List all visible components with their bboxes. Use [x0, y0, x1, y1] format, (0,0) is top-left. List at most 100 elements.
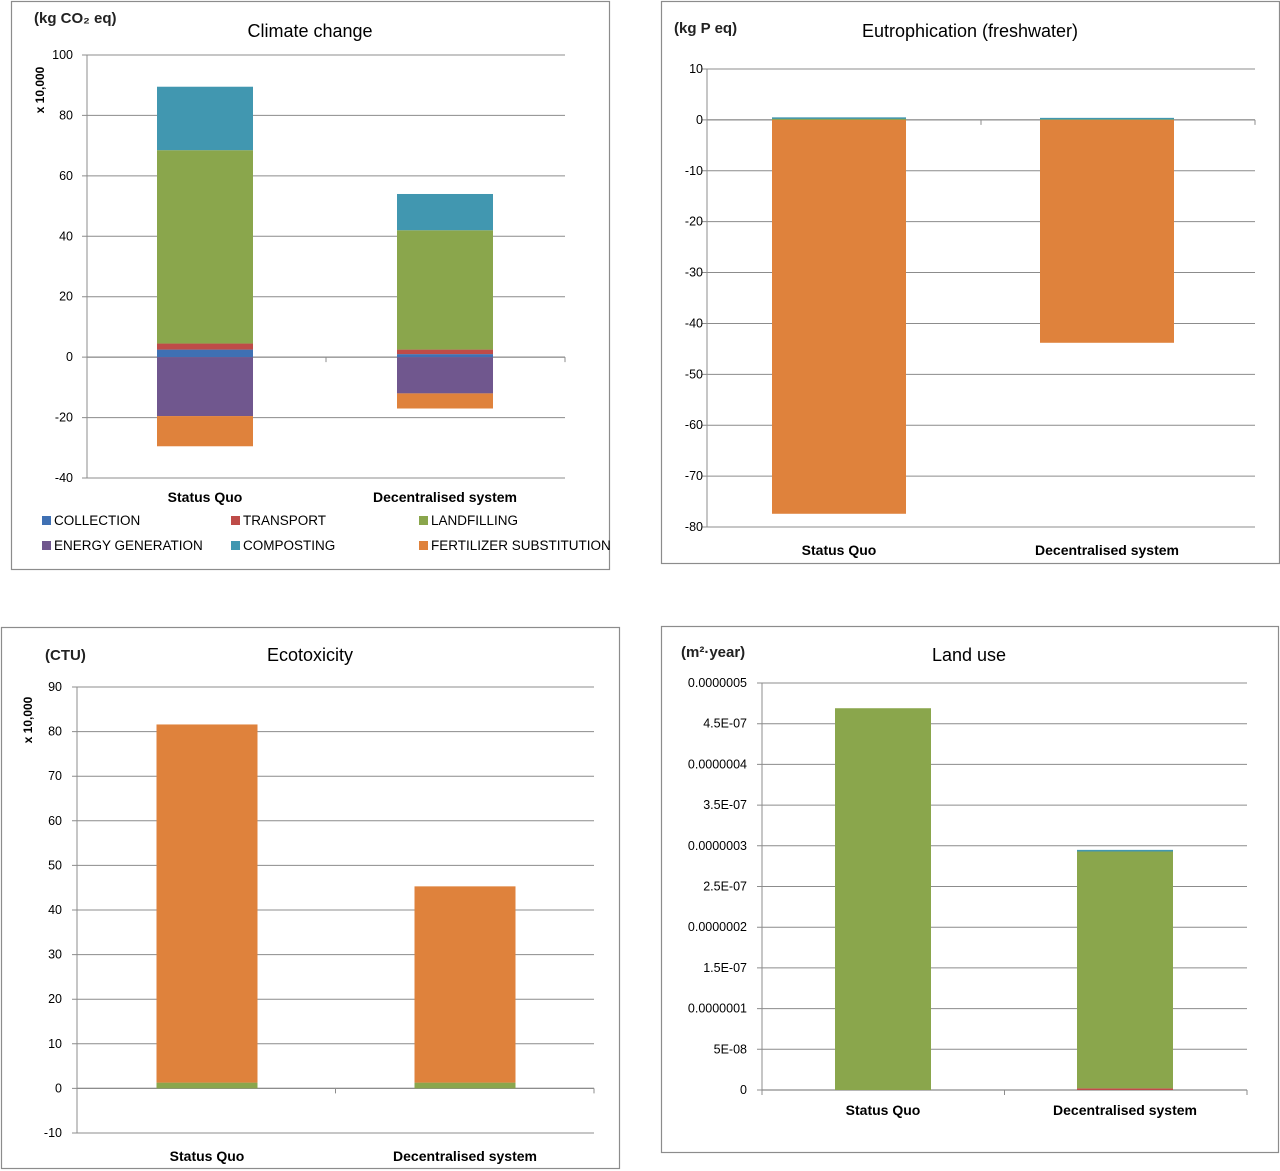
legend-swatch-fertilizer-substitution — [419, 541, 428, 550]
legend-label: COLLECTION — [54, 513, 140, 528]
x-category-label: Status Quo — [802, 542, 877, 558]
unit-label: (kg CO₂ eq) — [34, 10, 117, 27]
y-tick-label: 60 — [48, 814, 62, 828]
y-tick-label: 80 — [59, 108, 73, 122]
y-tick-label: 0 — [740, 1083, 747, 1097]
bar-segment-fertilizer-substitution-decentralised-system — [1040, 119, 1174, 343]
y-tick-label: 5E-08 — [714, 1042, 747, 1056]
y-tick-label: 0.0000004 — [688, 757, 747, 771]
legend-label: ENERGY GENERATION — [54, 538, 203, 553]
y-tick-label: 100 — [52, 48, 73, 62]
chart-panel — [660, 0, 1280, 565]
bar-segment-composting-decentralised-system — [397, 193, 493, 231]
y-tick-label: 40 — [59, 229, 73, 243]
chart-climate-change: 100 80 60 40 20 0 -20 -40 Status Quo Decentralise… — [10, 0, 611, 571]
bar-segment-transport-decentralised-system — [1077, 1088, 1173, 1090]
legend-swatch-collection — [42, 516, 51, 525]
y-tick-label: 40 — [48, 903, 62, 917]
legend-swatch-composting — [231, 541, 240, 550]
y-tick-label: -30 — [685, 266, 703, 280]
y-tick-label: 80 — [48, 725, 62, 739]
x-category-label: Decentralised system — [1035, 542, 1179, 558]
y-tick-label: -20 — [55, 411, 73, 425]
legend-label: LANDFILLING — [431, 513, 518, 528]
y-tick-label: 0 — [66, 350, 73, 364]
y-tick-label: 30 — [48, 948, 62, 962]
y-tick-label: -50 — [685, 367, 703, 381]
legend-swatch-landfilling — [419, 516, 428, 525]
x-category-label: Decentralised system — [1053, 1102, 1197, 1118]
bar-segment-landfilling-status-quo — [157, 150, 253, 344]
chart-ecotoxicity: 90 80 70 60 50 40 30 20 10 0 -10 Status Quo Decentra… — [0, 626, 621, 1170]
bar-segment-composting-status-quo — [157, 86, 253, 151]
x-category-label: Status Quo — [170, 1148, 245, 1164]
unit-label: (kg P eq) — [674, 20, 737, 37]
y-tick-label: -20 — [685, 215, 703, 229]
bar-segment-fertilizer-substitution-status-quo — [156, 724, 258, 1083]
chart-title: Land use — [932, 645, 1006, 665]
y-tick-label: 90 — [48, 680, 62, 694]
legend-swatch-energy-generation — [42, 541, 51, 550]
chart-panel — [10, 0, 611, 571]
bar-segment-collection-decentralised-system — [397, 354, 493, 358]
bar-segment-fertilizer-substitution-decentralised-system — [397, 393, 493, 409]
bar-segment-transport-status-quo — [157, 343, 253, 350]
chart-panel — [0, 626, 621, 1170]
bar-segment-landfilling-decentralised-system — [1077, 851, 1173, 1089]
x-category-label: Status Quo — [168, 489, 243, 505]
unit-label: (CTU) — [45, 647, 86, 664]
chart-eutrophication-freshwater-: 10 0 -10 -20 -30 -40 -50 -60 -70 -80 Status Quo Dec… — [660, 0, 1280, 565]
y-tick-label: 0.0000002 — [688, 920, 747, 934]
chart-title: Climate change — [247, 21, 372, 41]
bar-segment-collection-status-quo — [157, 349, 253, 358]
bar-segment-landfilling-status-quo — [772, 118, 906, 120]
bar-segment-fertilizer-substitution-decentralised-system — [414, 886, 516, 1083]
bar-segment-composting-status-quo — [772, 117, 906, 119]
y-tick-label: 70 — [48, 769, 62, 783]
y-tick-label: -10 — [685, 164, 703, 178]
y-tick-label: 0 — [55, 1081, 62, 1095]
y-tick-label: -80 — [685, 520, 703, 534]
y-tick-label: 60 — [59, 169, 73, 183]
y-tick-label: 0 — [696, 113, 703, 127]
y-tick-label: -40 — [55, 471, 73, 485]
bar-segment-composting-decentralised-system — [1077, 849, 1173, 852]
y-tick-label: 10 — [689, 62, 703, 76]
bar-segment-landfilling-status-quo — [156, 1082, 258, 1089]
y-tick-label: 3.5E-07 — [703, 798, 747, 812]
y-tick-label: 50 — [48, 858, 62, 872]
y-tick-label: 2.5E-07 — [703, 880, 747, 894]
y-tick-label: 0.0000003 — [688, 839, 747, 853]
bar-segment-energy-generation-decentralised-system — [397, 357, 493, 394]
y-tick-label: -60 — [685, 418, 703, 432]
y-tick-label: 0.0000005 — [688, 676, 747, 690]
bar-segment-fertilizer-substitution-status-quo — [157, 416, 253, 447]
legend: COLLECTION TRANSPORT LANDFILLING ENERGY GEN… — [42, 513, 611, 553]
y-tick-label: 1.5E-07 — [703, 961, 747, 975]
bar-segment-transport-decentralised-system — [397, 349, 493, 355]
bar-segment-energy-generation-status-quo — [157, 357, 253, 417]
bar-segment-landfilling-status-quo — [835, 708, 931, 1090]
legend-swatch-transport — [231, 516, 240, 525]
bar-segment-composting-decentralised-system — [1040, 117, 1174, 120]
y-tick-label: -10 — [44, 1126, 62, 1140]
legend-label: TRANSPORT — [243, 513, 326, 528]
y-tick-label: -70 — [685, 469, 703, 483]
legend-label: COMPOSTING — [243, 538, 335, 553]
legend-label: FERTILIZER SUBSTITUTION — [431, 538, 611, 553]
bar-segment-fertilizer-substitution-status-quo — [772, 119, 906, 514]
unit-label: (m²·year) — [681, 644, 745, 661]
bar-segment-landfilling-decentralised-system — [414, 1082, 516, 1089]
y-multiplier-label: x 10,000 — [21, 696, 35, 743]
x-category-label: Status Quo — [846, 1102, 921, 1118]
y-tick-label: 20 — [48, 992, 62, 1006]
y-tick-label: 4.5E-07 — [703, 717, 747, 731]
chart-land-use: 0.0000005 4.5E-07 0.0000004 3.5E-07 0.000000… — [660, 625, 1280, 1154]
y-tick-label: -40 — [685, 316, 703, 330]
y-tick-label: 0.0000001 — [688, 1002, 747, 1016]
x-category-label: Decentralised system — [373, 489, 517, 505]
chart-title: Eutrophication (freshwater) — [862, 21, 1078, 41]
y-tick-label: 10 — [48, 1037, 62, 1051]
bar-segment-landfilling-decentralised-system — [397, 230, 493, 350]
